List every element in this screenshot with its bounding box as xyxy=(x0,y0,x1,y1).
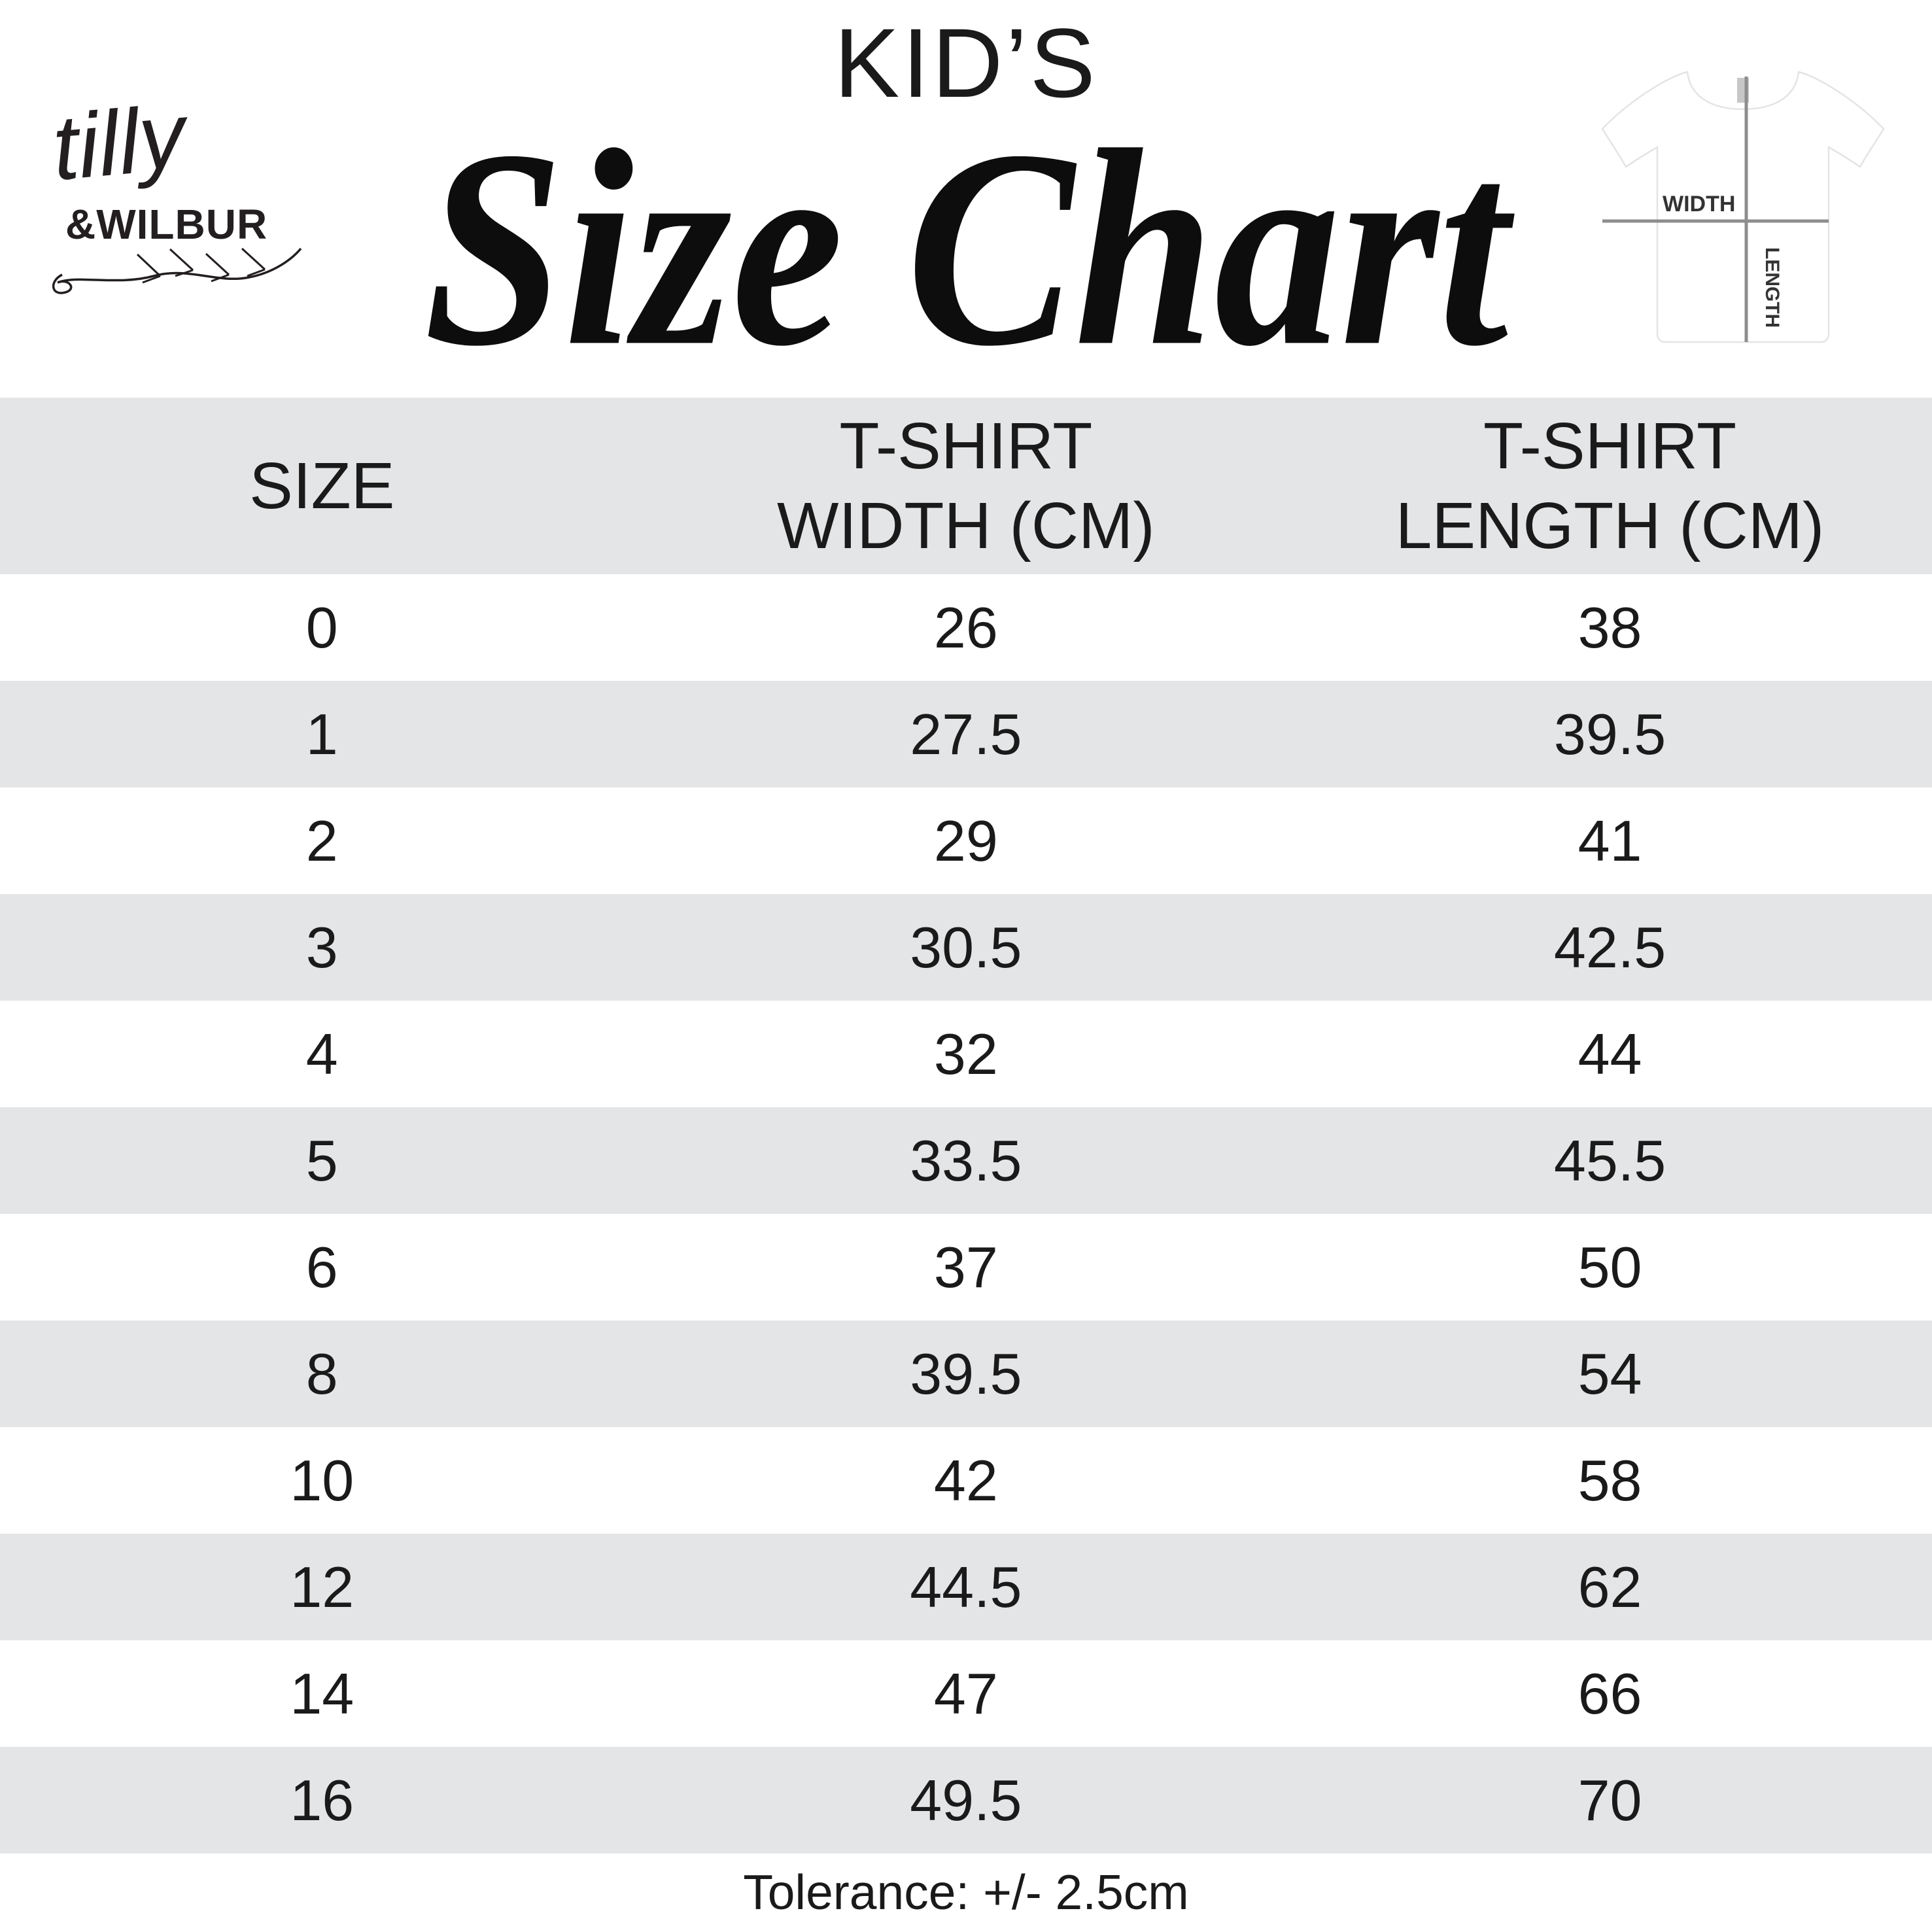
svg-text:WIDTH: WIDTH xyxy=(1663,192,1735,216)
svg-text:LENGTH: LENGTH xyxy=(1761,247,1783,328)
